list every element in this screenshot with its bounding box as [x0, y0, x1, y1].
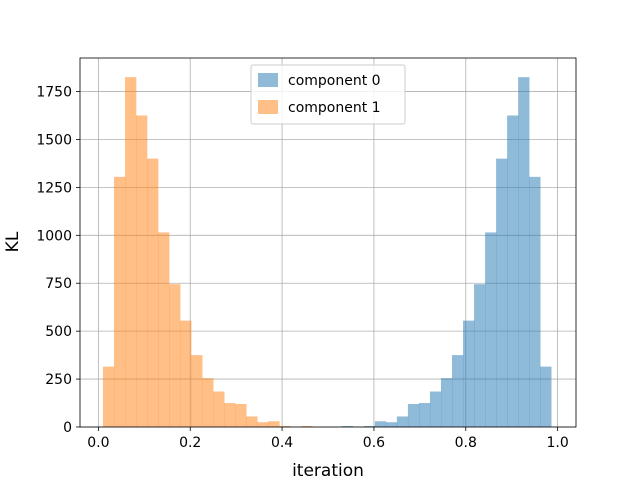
bar-component-0 — [440, 378, 453, 427]
bar-component-1 — [136, 115, 148, 427]
bar-component-0 — [507, 115, 519, 427]
legend-label-component-0: component 0 — [288, 73, 381, 89]
x-tick-label: 0.8 — [455, 435, 477, 451]
bar-component-0 — [396, 416, 409, 427]
bar-component-0 — [529, 176, 541, 427]
bar-component-1 — [125, 77, 137, 428]
axis-ticks: 0.0 0.2 0.4 0.6 0.8 1.0 0 250 500 750 1000 1250 1500… — [36, 85, 568, 451]
bar-component-0 — [452, 355, 464, 427]
bar-component-1 — [224, 403, 236, 427]
y-tick-label: 500 — [45, 324, 72, 340]
bar-component-1 — [113, 176, 126, 427]
x-tick-label: 1.0 — [546, 435, 568, 451]
legend: component 0 component 1 — [250, 64, 406, 125]
bar-component-1 — [268, 421, 280, 427]
bar-component-1 — [180, 320, 192, 427]
bar-component-0 — [341, 426, 354, 427]
bar-component-0 — [418, 403, 431, 427]
y-tick-label: 1500 — [36, 132, 72, 148]
bar-component-0 — [374, 421, 387, 427]
x-tick-label: 0.2 — [179, 435, 201, 451]
x-tick-label: 0.0 — [87, 435, 109, 451]
bar-component-1 — [147, 158, 159, 428]
bar-component-0 — [429, 391, 442, 427]
bar-component-1 — [246, 416, 258, 427]
bar-component-0 — [540, 366, 552, 427]
bar-component-1 — [279, 426, 291, 427]
bar-component-0 — [518, 77, 530, 428]
y-tick-label: 1750 — [36, 85, 72, 101]
bar-component-1 — [213, 391, 225, 427]
x-tick-label: 0.6 — [363, 435, 385, 451]
legend-swatch-component-0 — [258, 73, 278, 87]
bar-component-1 — [191, 355, 203, 427]
bar-component-0 — [485, 232, 497, 427]
y-tick-label: 1250 — [36, 180, 72, 196]
legend-label-component-1: component 1 — [288, 100, 381, 116]
y-tick-label: 1000 — [36, 228, 72, 244]
bar-component-1 — [169, 284, 181, 427]
bar-component-0 — [496, 158, 508, 428]
x-axis-label: iteration — [292, 461, 364, 480]
bars-group — [102, 77, 552, 428]
legend-frame — [250, 64, 406, 125]
bar-component-1 — [257, 422, 269, 427]
y-tick-label: 250 — [45, 372, 72, 388]
bar-component-0 — [385, 422, 398, 427]
y-tick-label: 750 — [45, 276, 72, 292]
bar-component-0 — [363, 426, 376, 427]
plot-frame — [79, 57, 577, 428]
bar-component-1 — [301, 426, 313, 427]
bar-component-1 — [235, 403, 247, 427]
bar-component-1 — [158, 232, 170, 427]
legend-swatch-component-1 — [258, 100, 278, 114]
bar-component-1 — [102, 366, 115, 427]
bar-component-0 — [463, 320, 475, 427]
y-tick-label: 0 — [63, 420, 72, 436]
bar-component-1 — [202, 378, 214, 427]
x-tick-label: 0.4 — [271, 435, 293, 451]
bar-component-0 — [407, 403, 420, 427]
bar-component-0 — [474, 284, 486, 427]
y-axis-label: KL — [3, 231, 23, 252]
